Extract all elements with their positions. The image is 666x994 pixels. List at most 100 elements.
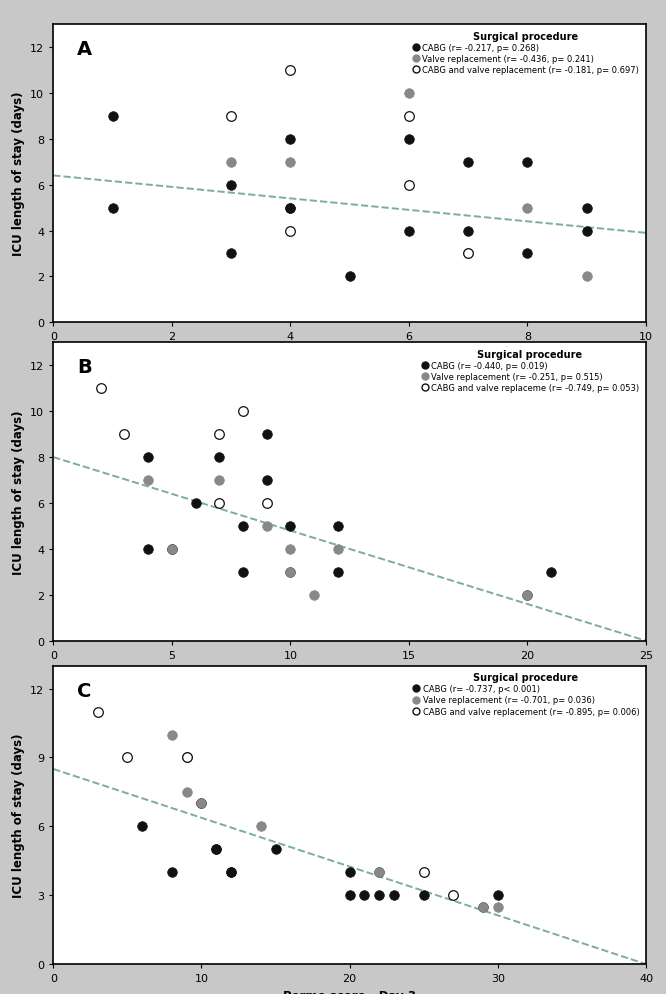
Point xyxy=(166,542,177,558)
Point xyxy=(166,865,177,881)
Point xyxy=(143,449,153,465)
Point xyxy=(196,795,206,811)
Point xyxy=(285,131,296,147)
Point xyxy=(166,542,177,558)
Point xyxy=(404,224,414,240)
Point xyxy=(214,496,224,512)
Point xyxy=(196,795,206,811)
Point xyxy=(522,247,533,262)
Point xyxy=(285,519,296,535)
Point xyxy=(359,888,370,904)
Point xyxy=(404,178,414,194)
Point xyxy=(285,201,296,217)
Point xyxy=(332,542,343,558)
Point xyxy=(344,865,355,881)
Point xyxy=(448,888,459,904)
Point xyxy=(226,154,236,170)
Text: A: A xyxy=(77,40,92,59)
Point xyxy=(238,565,248,580)
Point xyxy=(463,247,474,262)
Legend: CABG (r= -0.737, p< 0.001), Valve replacement (r= -0.701, p= 0.036), CABG and va: CABG (r= -0.737, p< 0.001), Valve replac… xyxy=(410,670,642,719)
Y-axis label: ICU length of stay (days): ICU length of stay (days) xyxy=(11,733,25,898)
Y-axis label: ICU length of stay (days): ICU length of stay (days) xyxy=(11,91,25,256)
Point xyxy=(493,899,503,914)
Point xyxy=(166,727,177,743)
Point xyxy=(581,224,592,240)
Point xyxy=(522,201,533,217)
Point xyxy=(226,865,236,881)
Point xyxy=(404,108,414,124)
Point xyxy=(261,496,272,512)
X-axis label: Perme score - Day 2: Perme score - Day 2 xyxy=(283,666,416,679)
Point xyxy=(143,542,153,558)
Point xyxy=(493,888,503,904)
Point xyxy=(214,472,224,488)
Point xyxy=(404,85,414,101)
Point xyxy=(581,201,592,217)
Point xyxy=(93,704,103,720)
Point xyxy=(418,865,429,881)
Point xyxy=(137,819,148,835)
Point xyxy=(285,565,296,580)
Legend: CABG (r= -0.440, p= 0.019), Valve replacement (r= -0.251, p= 0.515), CABG and va: CABG (r= -0.440, p= 0.019), Valve replac… xyxy=(418,347,642,396)
Point xyxy=(285,542,296,558)
Point xyxy=(463,154,474,170)
Point xyxy=(238,404,248,419)
Point xyxy=(256,819,266,835)
Point xyxy=(226,178,236,194)
X-axis label: Perme score - Day 1: Perme score - Day 1 xyxy=(283,348,416,361)
Point xyxy=(261,426,272,442)
Point xyxy=(122,749,133,765)
Point xyxy=(270,842,281,858)
Point xyxy=(95,381,106,397)
X-axis label: Perme score - Day 3: Perme score - Day 3 xyxy=(283,989,416,994)
Point xyxy=(522,587,533,603)
Point xyxy=(478,899,488,914)
Point xyxy=(181,749,192,765)
Point xyxy=(214,449,224,465)
Text: C: C xyxy=(77,681,91,700)
Point xyxy=(285,201,296,217)
Point xyxy=(374,865,385,881)
Point xyxy=(404,131,414,147)
Point xyxy=(332,519,343,535)
Point xyxy=(374,865,385,881)
Point xyxy=(285,224,296,240)
Point xyxy=(211,842,222,858)
Point xyxy=(478,899,488,914)
Point xyxy=(226,247,236,262)
Point xyxy=(226,108,236,124)
Point xyxy=(238,519,248,535)
Point xyxy=(226,865,236,881)
Point xyxy=(522,154,533,170)
Point xyxy=(181,784,192,800)
Point xyxy=(119,426,130,442)
Point xyxy=(107,108,118,124)
Point xyxy=(344,888,355,904)
Point xyxy=(261,472,272,488)
Y-axis label: ICU length of stay (days): ICU length of stay (days) xyxy=(11,410,25,575)
Legend: CABG (r= -0.217, p= 0.268), Valve replacement (r= -0.436, p= 0.241), CABG and va: CABG (r= -0.217, p= 0.268), Valve replac… xyxy=(409,29,642,78)
Point xyxy=(107,201,118,217)
Point xyxy=(581,269,592,285)
Point xyxy=(546,565,557,580)
Point xyxy=(374,888,385,904)
Point xyxy=(196,795,206,811)
Point xyxy=(285,63,296,79)
Point xyxy=(190,496,201,512)
Point xyxy=(309,587,320,603)
Point xyxy=(166,542,177,558)
Point xyxy=(463,224,474,240)
Point xyxy=(143,472,153,488)
Point xyxy=(463,247,474,262)
Point xyxy=(418,888,429,904)
Point xyxy=(522,587,533,603)
Point xyxy=(285,565,296,580)
Text: B: B xyxy=(77,358,92,377)
Point xyxy=(211,842,222,858)
Point xyxy=(285,154,296,170)
Point xyxy=(214,426,224,442)
Point xyxy=(332,565,343,580)
Point xyxy=(344,269,355,285)
Point xyxy=(181,749,192,765)
